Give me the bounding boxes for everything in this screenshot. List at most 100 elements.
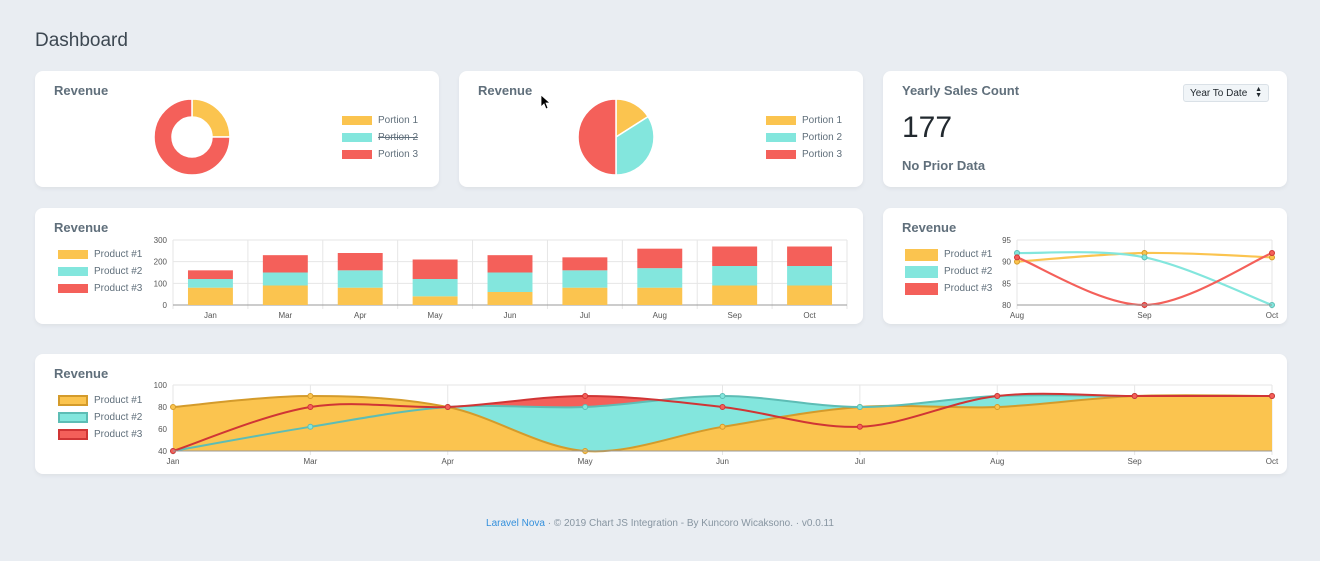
legend-item-portion-3[interactable]: Portion 3 xyxy=(766,146,842,163)
y-tick-label: 80 xyxy=(158,403,167,412)
legend-swatch xyxy=(905,282,938,295)
pie-chart[interactable] xyxy=(566,87,666,187)
point-product-1-jun xyxy=(719,423,726,430)
x-tick-label: Aug xyxy=(990,457,1004,466)
point-product-1-aug xyxy=(994,404,1001,410)
slice-portion-3 xyxy=(577,98,617,176)
point-product-2-jun xyxy=(719,393,726,399)
y-tick-label: 300 xyxy=(154,236,168,245)
bar-product-3-may xyxy=(412,259,458,279)
card-title: Revenue xyxy=(54,366,109,381)
legend-swatch xyxy=(58,395,88,406)
x-tick-label: May xyxy=(428,311,443,320)
revenue-pie-card: Revenue Portion 1 Portion 2 Portion 3 xyxy=(459,71,863,187)
laravel-nova-link[interactable]: Laravel Nova xyxy=(486,518,545,529)
area-chart[interactable]: 40 60 80 100 Jan Mar Apr May Jun Jul Aug Sep Oct xyxy=(145,354,1285,474)
legend-swatch xyxy=(58,284,88,293)
legend-item-product-1[interactable]: Product #1 xyxy=(905,246,992,263)
y-tick-label: 40 xyxy=(158,447,167,456)
legend-item-portion-2[interactable]: Portion 2 xyxy=(766,129,842,146)
legend-item-product-3[interactable]: Product #3 xyxy=(58,280,142,297)
legend-swatch xyxy=(905,265,938,278)
legend-item-product-2[interactable]: Product #2 xyxy=(58,409,142,426)
stacked-bar-chart[interactable]: 0 100 200 300 Jan Mar Apr May Jun Jul Aug Sep Oct xyxy=(135,208,855,324)
bar-product-2-apr xyxy=(337,270,383,288)
x-tick-label: Oct xyxy=(1266,311,1279,320)
y-tick-label: 95 xyxy=(1002,236,1011,245)
donut-legend: Portion 1 Portion 2 Portion 3 xyxy=(342,112,418,163)
x-tick-label: Sep xyxy=(728,311,743,320)
bar-product-3-jun xyxy=(487,255,533,273)
legend-item-portion-1[interactable]: Portion 1 xyxy=(766,112,842,129)
legend-item-product-2[interactable]: Product #2 xyxy=(905,263,992,280)
legend-swatch xyxy=(342,116,372,125)
donut-chart[interactable] xyxy=(142,87,242,187)
card-title: Revenue xyxy=(902,220,957,235)
select-arrows-icon: ▲ ▼ xyxy=(1255,86,1262,99)
line-chart[interactable]: 80 85 90 95 Aug Sep Oct xyxy=(993,208,1283,324)
bar-product-2-sep xyxy=(712,266,758,286)
legend-item-product-3[interactable]: Product #3 xyxy=(905,280,992,297)
legend-item-portion-2[interactable]: Portion 2 xyxy=(342,129,418,146)
point-product-2-sep xyxy=(1141,254,1148,261)
bar-product-2-may xyxy=(412,279,458,297)
y-tick-label: 100 xyxy=(154,381,168,390)
bar-product-2-mar xyxy=(262,272,308,286)
bar-product-3-sep xyxy=(712,246,758,266)
bar-product-1-mar xyxy=(262,285,308,305)
bar-product-3-jul xyxy=(562,257,608,271)
legend-item-product-1[interactable]: Product #1 xyxy=(58,392,142,409)
slice-portion-1 xyxy=(191,98,231,138)
point-product-3-mar xyxy=(307,404,314,410)
x-tick-label: Jul xyxy=(855,457,865,466)
x-tick-label: Sep xyxy=(1137,311,1152,320)
y-tick-label: 80 xyxy=(1002,301,1011,310)
x-tick-label: Mar xyxy=(278,311,292,320)
pie-legend: Portion 1 Portion 2 Portion 3 xyxy=(766,112,842,163)
bar-product-1-jul xyxy=(562,287,608,305)
y-tick-label: 0 xyxy=(163,301,168,310)
bar-product-3-jan xyxy=(187,270,233,279)
x-tick-label: Jan xyxy=(204,311,217,320)
point-product-3-aug xyxy=(994,393,1001,399)
revenue-area-card: Revenue Product #1 Product #2 Product #3… xyxy=(35,354,1287,474)
y-tick-label: 85 xyxy=(1002,279,1011,288)
bar-product-1-sep xyxy=(712,285,758,305)
slice-portion-3 xyxy=(153,98,231,176)
point-product-3-oct xyxy=(1269,250,1275,256)
legend-item-product-1[interactable]: Product #1 xyxy=(58,246,142,263)
bar-product-1-aug xyxy=(637,287,683,305)
point-product-3-aug xyxy=(1014,254,1020,261)
card-title: Revenue xyxy=(54,220,109,235)
legend-item-portion-3[interactable]: Portion 3 xyxy=(342,146,418,163)
legend-item-portion-1[interactable]: Portion 1 xyxy=(342,112,418,129)
x-tick-label: Sep xyxy=(1128,457,1143,466)
y-tick-label: 90 xyxy=(1002,258,1011,267)
x-tick-label: Aug xyxy=(1010,311,1024,320)
x-tick-label: Jul xyxy=(580,311,590,320)
point-product-2-jul xyxy=(856,404,863,410)
point-product-3-jun xyxy=(719,404,726,410)
point-product-2-may xyxy=(582,404,589,410)
revenue-donut-card: Revenue Portion 1 Portion 2 Portion 3 xyxy=(35,71,439,187)
legend-item-product-3[interactable]: Product #3 xyxy=(58,426,142,443)
bar-product-3-apr xyxy=(337,253,383,271)
card-title: Yearly Sales Count xyxy=(902,83,1020,98)
y-tick-label: 200 xyxy=(154,258,168,267)
x-tick-label: Apr xyxy=(442,457,455,466)
legend-swatch xyxy=(766,116,796,125)
legend-item-product-2[interactable]: Product #2 xyxy=(58,263,142,280)
range-select[interactable]: Year To Date ▲ ▼ xyxy=(1183,84,1269,102)
area-legend: Product #1 Product #2 Product #3 xyxy=(58,392,142,443)
revenue-bar-card: Revenue Product #1 Product #2 Product #3… xyxy=(35,208,863,324)
bar-product-1-apr xyxy=(337,287,383,305)
point-product-3-may xyxy=(582,393,589,399)
legend-swatch xyxy=(58,429,88,440)
bar-product-3-oct xyxy=(787,246,833,266)
bar-product-3-aug xyxy=(637,248,683,269)
y-tick-label: 60 xyxy=(158,425,167,434)
x-tick-label: Jan xyxy=(167,457,180,466)
legend-swatch xyxy=(58,267,88,276)
legend-swatch xyxy=(905,248,938,261)
card-title: Revenue xyxy=(478,83,533,98)
